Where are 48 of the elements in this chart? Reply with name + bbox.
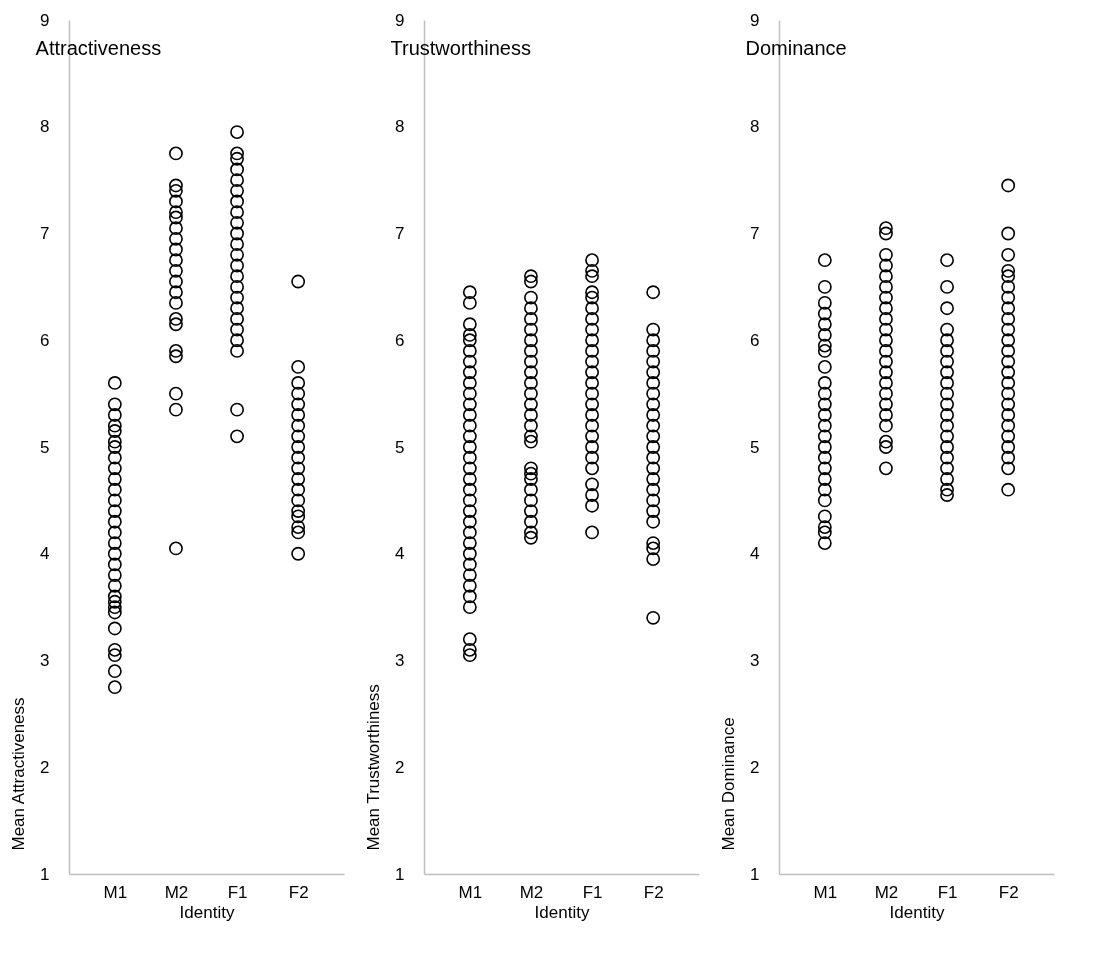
y-tick-label: 6 (40, 330, 50, 350)
y-tick-label: 7 (40, 224, 50, 243)
x-tick-label: F2 (998, 882, 1019, 902)
y-tick-label: 2 (40, 757, 50, 777)
x-tick-label: M1 (458, 882, 483, 902)
x-axis-title: Identity (179, 902, 235, 922)
y-tick-label: 7 (395, 224, 405, 243)
y-tick-label: 4 (40, 544, 50, 564)
x-tick-label: M1 (813, 882, 838, 902)
y-tick-label: 3 (40, 651, 50, 670)
y-tick-label: 1 (40, 864, 50, 884)
y-tick-label: 5 (395, 437, 405, 457)
x-tick-label: M2 (164, 882, 189, 902)
y-tick-label: 9 (40, 10, 50, 30)
y-tick-label: 8 (395, 117, 405, 137)
x-tick-label: F2 (643, 882, 664, 902)
y-tick-label: 9 (750, 10, 760, 30)
y-axis-title: Mean Dominance (719, 717, 739, 851)
y-tick-label: 6 (750, 330, 760, 350)
y-tick-label: 8 (40, 117, 50, 137)
y-tick-label: 4 (395, 544, 405, 564)
y-tick-label: 1 (750, 864, 760, 884)
y-tick-label: 1 (395, 864, 405, 884)
y-tick-label: 3 (395, 651, 405, 670)
y-tick-label: 4 (750, 544, 760, 564)
y-tick-label: 3 (750, 651, 760, 670)
x-axis-title: Identity (889, 902, 945, 922)
y-axis-title: Mean Trustworthiness (364, 684, 384, 851)
y-tick-label: 9 (395, 10, 405, 30)
text: Attractiveness (35, 37, 162, 59)
x-tick-label: F1 (937, 882, 958, 902)
y-tick-label: 5 (750, 437, 760, 457)
x-tick-label: F1 (227, 882, 248, 902)
y-tick-label: 8 (750, 117, 760, 137)
y-tick-label: 2 (750, 757, 760, 777)
text: Dominance (745, 37, 847, 59)
x-tick-label: M2 (874, 882, 899, 902)
y-tick-label: 2 (395, 757, 405, 777)
y-tick-label: 7 (750, 224, 760, 243)
x-tick-label: F2 (288, 882, 309, 902)
x-tick-label: F1 (582, 882, 603, 902)
text: Trustworthiness (390, 37, 531, 59)
x-tick-label: M2 (519, 882, 544, 902)
x-tick-label: M1 (103, 882, 128, 902)
y-tick-label: 5 (40, 437, 50, 457)
x-axis-title: Identity (534, 902, 590, 922)
y-tick-label: 6 (395, 330, 405, 350)
y-axis-title: Mean Attractiveness (9, 697, 29, 851)
